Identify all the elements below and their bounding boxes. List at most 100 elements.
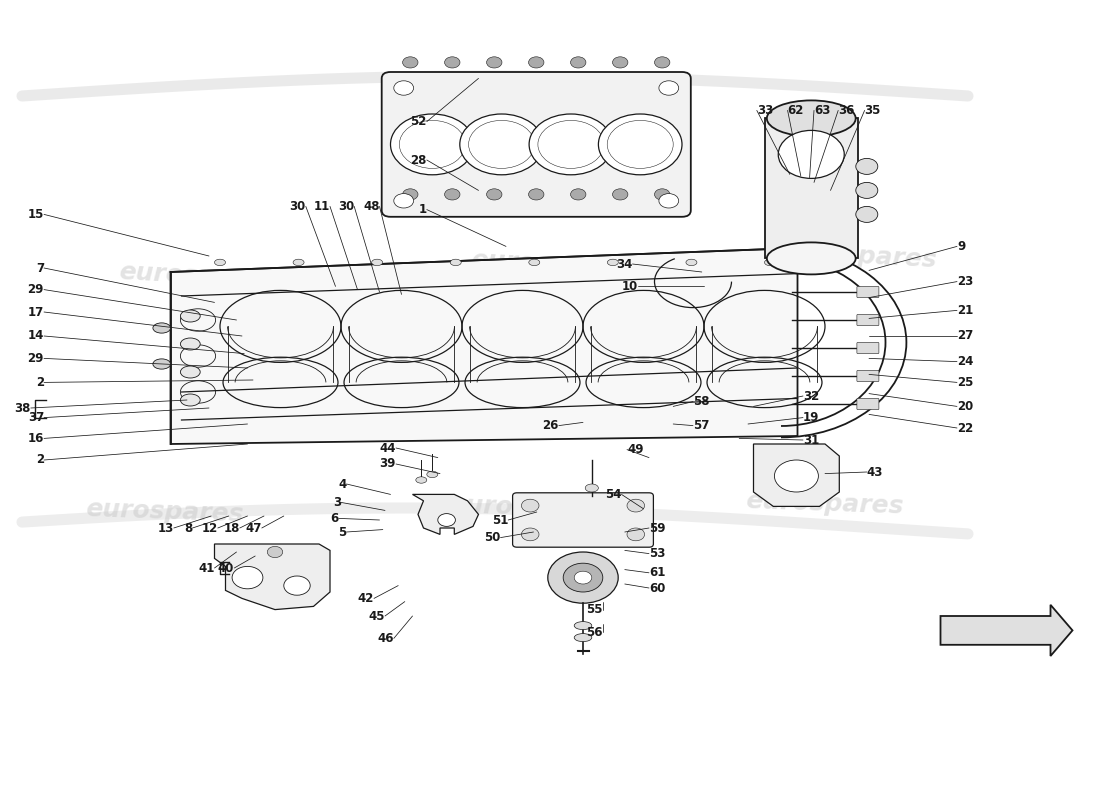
- Text: 30: 30: [338, 200, 354, 213]
- FancyBboxPatch shape: [382, 72, 691, 217]
- Text: 29: 29: [28, 352, 44, 365]
- Text: eurospares: eurospares: [86, 498, 244, 526]
- Text: 53: 53: [649, 547, 666, 560]
- FancyBboxPatch shape: [857, 314, 879, 326]
- Circle shape: [394, 81, 414, 95]
- Text: 50: 50: [484, 531, 500, 544]
- Text: 46: 46: [377, 632, 394, 645]
- Text: 33: 33: [757, 104, 773, 117]
- Text: 30: 30: [289, 200, 306, 213]
- Text: 55: 55: [586, 603, 603, 616]
- Circle shape: [390, 114, 474, 174]
- Text: 58: 58: [693, 395, 710, 408]
- Text: 22: 22: [957, 422, 974, 434]
- Text: 49: 49: [627, 443, 644, 456]
- Ellipse shape: [180, 366, 200, 378]
- Circle shape: [571, 57, 586, 68]
- Ellipse shape: [180, 394, 200, 406]
- Text: eurospares: eurospares: [449, 494, 607, 522]
- Circle shape: [613, 57, 628, 68]
- Circle shape: [778, 130, 844, 178]
- Text: 43: 43: [867, 466, 883, 478]
- Circle shape: [774, 460, 818, 492]
- Text: 27: 27: [957, 330, 974, 342]
- Circle shape: [486, 57, 502, 68]
- Ellipse shape: [450, 259, 461, 266]
- Text: 36: 36: [838, 104, 855, 117]
- Text: 25: 25: [957, 376, 974, 389]
- Text: 17: 17: [28, 306, 44, 318]
- Text: 6: 6: [330, 512, 339, 525]
- Ellipse shape: [767, 242, 856, 274]
- Text: 38: 38: [14, 402, 31, 414]
- Circle shape: [284, 576, 310, 595]
- Circle shape: [627, 499, 645, 512]
- FancyBboxPatch shape: [857, 286, 879, 298]
- Text: 61: 61: [649, 566, 666, 579]
- Ellipse shape: [574, 622, 592, 630]
- Circle shape: [403, 57, 418, 68]
- Text: 20: 20: [957, 400, 974, 413]
- Ellipse shape: [427, 471, 438, 478]
- Text: 45: 45: [368, 610, 385, 622]
- Ellipse shape: [214, 259, 225, 266]
- Text: 4: 4: [339, 478, 346, 490]
- Text: 37: 37: [28, 411, 44, 424]
- Text: 57: 57: [693, 419, 710, 432]
- Circle shape: [267, 546, 283, 558]
- Text: eurospares: eurospares: [119, 260, 277, 292]
- Text: 23: 23: [957, 275, 974, 288]
- FancyBboxPatch shape: [513, 493, 653, 547]
- Text: 44: 44: [379, 442, 396, 454]
- Text: 21: 21: [957, 304, 974, 317]
- Ellipse shape: [372, 259, 383, 266]
- Circle shape: [856, 158, 878, 174]
- Text: 16: 16: [28, 432, 44, 445]
- Ellipse shape: [764, 259, 776, 266]
- Text: 14: 14: [28, 330, 44, 342]
- Text: 10: 10: [621, 280, 638, 293]
- Ellipse shape: [529, 259, 540, 266]
- Polygon shape: [940, 605, 1072, 656]
- Polygon shape: [170, 248, 798, 444]
- Polygon shape: [214, 544, 330, 610]
- Text: 52: 52: [410, 115, 427, 128]
- Circle shape: [856, 182, 878, 198]
- Circle shape: [548, 552, 618, 603]
- Text: 11: 11: [314, 200, 330, 213]
- Text: 31: 31: [803, 434, 820, 446]
- Circle shape: [528, 57, 544, 68]
- Ellipse shape: [180, 338, 200, 350]
- Circle shape: [460, 114, 543, 174]
- Text: eurospares: eurospares: [779, 240, 937, 272]
- Text: 13: 13: [157, 522, 174, 534]
- Polygon shape: [754, 444, 839, 506]
- Text: 56: 56: [586, 626, 603, 638]
- Circle shape: [654, 189, 670, 200]
- Polygon shape: [412, 494, 478, 534]
- Text: 7: 7: [36, 262, 44, 274]
- Text: 15: 15: [28, 208, 44, 221]
- Ellipse shape: [767, 100, 856, 136]
- Text: 47: 47: [245, 522, 262, 534]
- Circle shape: [659, 81, 679, 95]
- Text: eurospares: eurospares: [471, 248, 629, 280]
- Circle shape: [521, 499, 539, 512]
- Circle shape: [403, 189, 418, 200]
- Ellipse shape: [686, 259, 697, 266]
- Circle shape: [563, 563, 603, 592]
- Text: 1: 1: [419, 203, 427, 216]
- Ellipse shape: [574, 634, 592, 642]
- Ellipse shape: [585, 484, 598, 492]
- Text: 48: 48: [363, 200, 379, 213]
- Circle shape: [574, 571, 592, 584]
- Circle shape: [394, 194, 414, 208]
- Text: 40: 40: [218, 562, 234, 574]
- Text: 19: 19: [803, 411, 820, 424]
- Text: 26: 26: [542, 419, 559, 432]
- Text: 24: 24: [957, 355, 974, 368]
- Circle shape: [528, 189, 544, 200]
- Circle shape: [627, 528, 645, 541]
- Circle shape: [521, 528, 539, 541]
- Ellipse shape: [153, 359, 170, 369]
